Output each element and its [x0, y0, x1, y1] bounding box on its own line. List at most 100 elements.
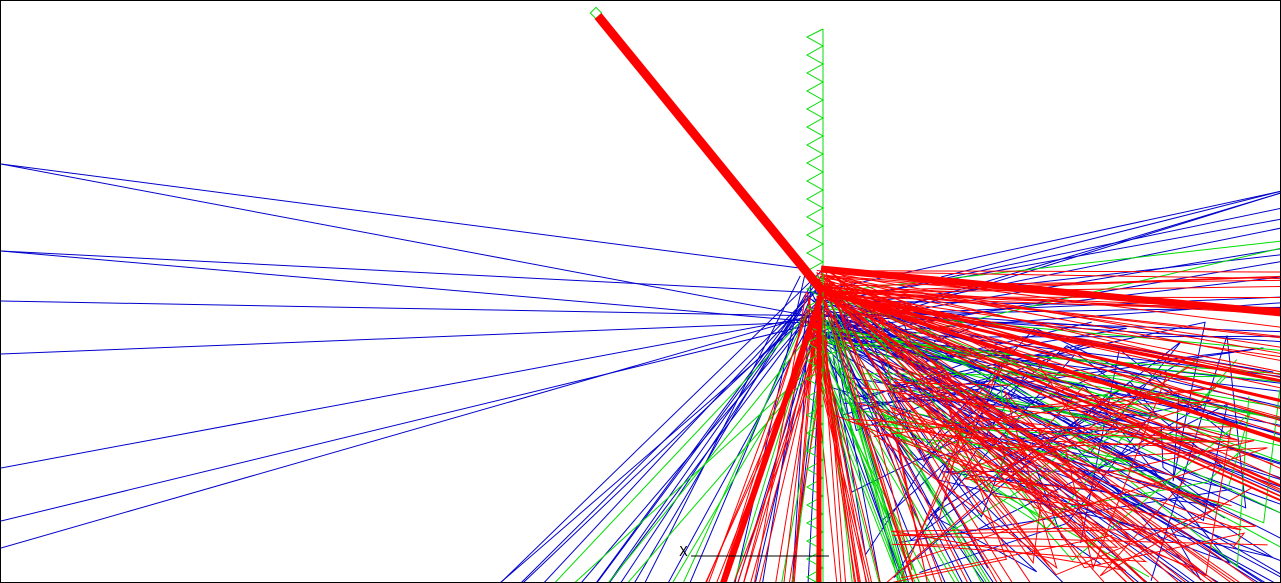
blue-ray	[1, 315, 816, 469]
blue-ray	[1, 250, 822, 294]
red-ray	[829, 296, 1280, 298]
red-ray-bundle	[822, 289, 1280, 443]
x-axis-label: X	[679, 545, 688, 560]
red-ray	[830, 290, 1280, 497]
red-ray-bounce	[859, 402, 1232, 571]
red-ray	[825, 289, 1280, 389]
blue-ray-bounce	[872, 323, 1228, 532]
red-ray-bounce	[877, 381, 1165, 546]
blue-ray	[940, 190, 1280, 278]
red-ray-bounce	[860, 385, 1274, 465]
red-ray-bounce	[864, 349, 1082, 476]
red-ray-bounce	[873, 387, 1225, 438]
blue-ray	[668, 294, 826, 582]
blue-ray	[826, 208, 1280, 304]
blue-ray	[500, 268, 824, 582]
red-ray	[812, 311, 881, 582]
blue-ray	[816, 321, 994, 582]
red-ray-bounce	[908, 371, 1268, 562]
green-ray-bounce	[881, 325, 1135, 463]
blue-ray	[811, 254, 1280, 309]
red-ray-bounce	[877, 356, 1268, 546]
green-ray	[683, 306, 811, 582]
blue-ray	[500, 312, 812, 582]
reflected-beam	[820, 265, 1280, 317]
transmitted-beam	[720, 295, 824, 582]
blue-ray-bounce	[836, 301, 1233, 543]
red-ray	[821, 279, 1127, 582]
red-ray	[828, 271, 1280, 280]
red-ray-bundle	[822, 291, 1280, 403]
red-ray	[829, 270, 1280, 273]
green-ray	[827, 317, 907, 582]
blue-ray	[581, 306, 817, 582]
green-ray	[817, 247, 1280, 357]
red-ray-bounce	[831, 366, 1043, 565]
blue-ray	[620, 308, 803, 582]
red-ray	[754, 292, 807, 582]
blue-ray	[1, 315, 810, 549]
red-ray-bounce	[917, 397, 1200, 571]
blue-ray-bounce	[873, 340, 1182, 454]
blue-ray	[1, 250, 816, 323]
red-ray	[829, 270, 1179, 582]
red-ray-bounce	[867, 352, 1255, 474]
red-ray	[827, 269, 1160, 582]
blue-ray-bounce	[822, 323, 1247, 581]
blue-ray-bounce	[862, 346, 1012, 523]
blue-ray	[543, 290, 817, 582]
blue-ray	[1, 163, 810, 317]
red-ray-bounce	[937, 360, 1246, 569]
red-ray	[828, 276, 1280, 421]
red-ray	[821, 276, 1280, 295]
structure-layer	[589, 6, 1280, 582]
red-ray	[822, 339, 867, 582]
red-ray	[783, 322, 816, 582]
red-ray-bundle	[822, 296, 1280, 502]
red-ray	[820, 285, 1280, 339]
green-ray	[820, 240, 1280, 294]
green-ray	[810, 354, 901, 582]
blue-ray	[689, 299, 811, 582]
red-ray	[820, 275, 1255, 582]
red-ray-bounce	[886, 394, 1008, 582]
red-ray	[816, 290, 1280, 497]
green-ray	[554, 308, 813, 582]
red-ray	[829, 296, 1135, 582]
axis-indicator: X	[679, 545, 829, 560]
blue-ray	[734, 273, 806, 582]
blue-ray	[596, 275, 822, 582]
red-ray	[819, 287, 1280, 434]
red-ray-bounce	[895, 438, 928, 582]
green-ray	[827, 342, 1280, 447]
green-ray	[831, 331, 987, 582]
blue-ray	[1, 163, 808, 270]
red-ray	[792, 306, 816, 582]
green-ray	[818, 330, 905, 582]
red-ray-bundle	[822, 291, 1280, 383]
blue-ray	[521, 288, 818, 582]
red-ray	[737, 308, 829, 582]
red-ray	[819, 291, 1280, 375]
blue-ray	[1, 300, 822, 317]
red-ray	[816, 279, 1280, 287]
red-ray	[705, 328, 821, 582]
blue-ray	[523, 302, 818, 582]
blue-ray	[1, 321, 822, 522]
blue-ray	[634, 284, 812, 582]
blue-ray-bounce	[830, 305, 1280, 561]
red-ray	[821, 281, 1146, 582]
green-ray	[608, 332, 812, 582]
green-ray	[733, 327, 813, 582]
red-ray	[827, 278, 937, 582]
blue-ray	[830, 218, 1280, 302]
red-ray-layer	[705, 267, 1280, 582]
red-ray	[821, 291, 1236, 582]
red-ray-bounce	[848, 416, 1219, 522]
red-ray	[829, 285, 1231, 582]
red-ray-bounce	[891, 366, 1242, 531]
blue-ray	[1, 321, 810, 355]
red-ray-bounce	[947, 387, 1167, 479]
